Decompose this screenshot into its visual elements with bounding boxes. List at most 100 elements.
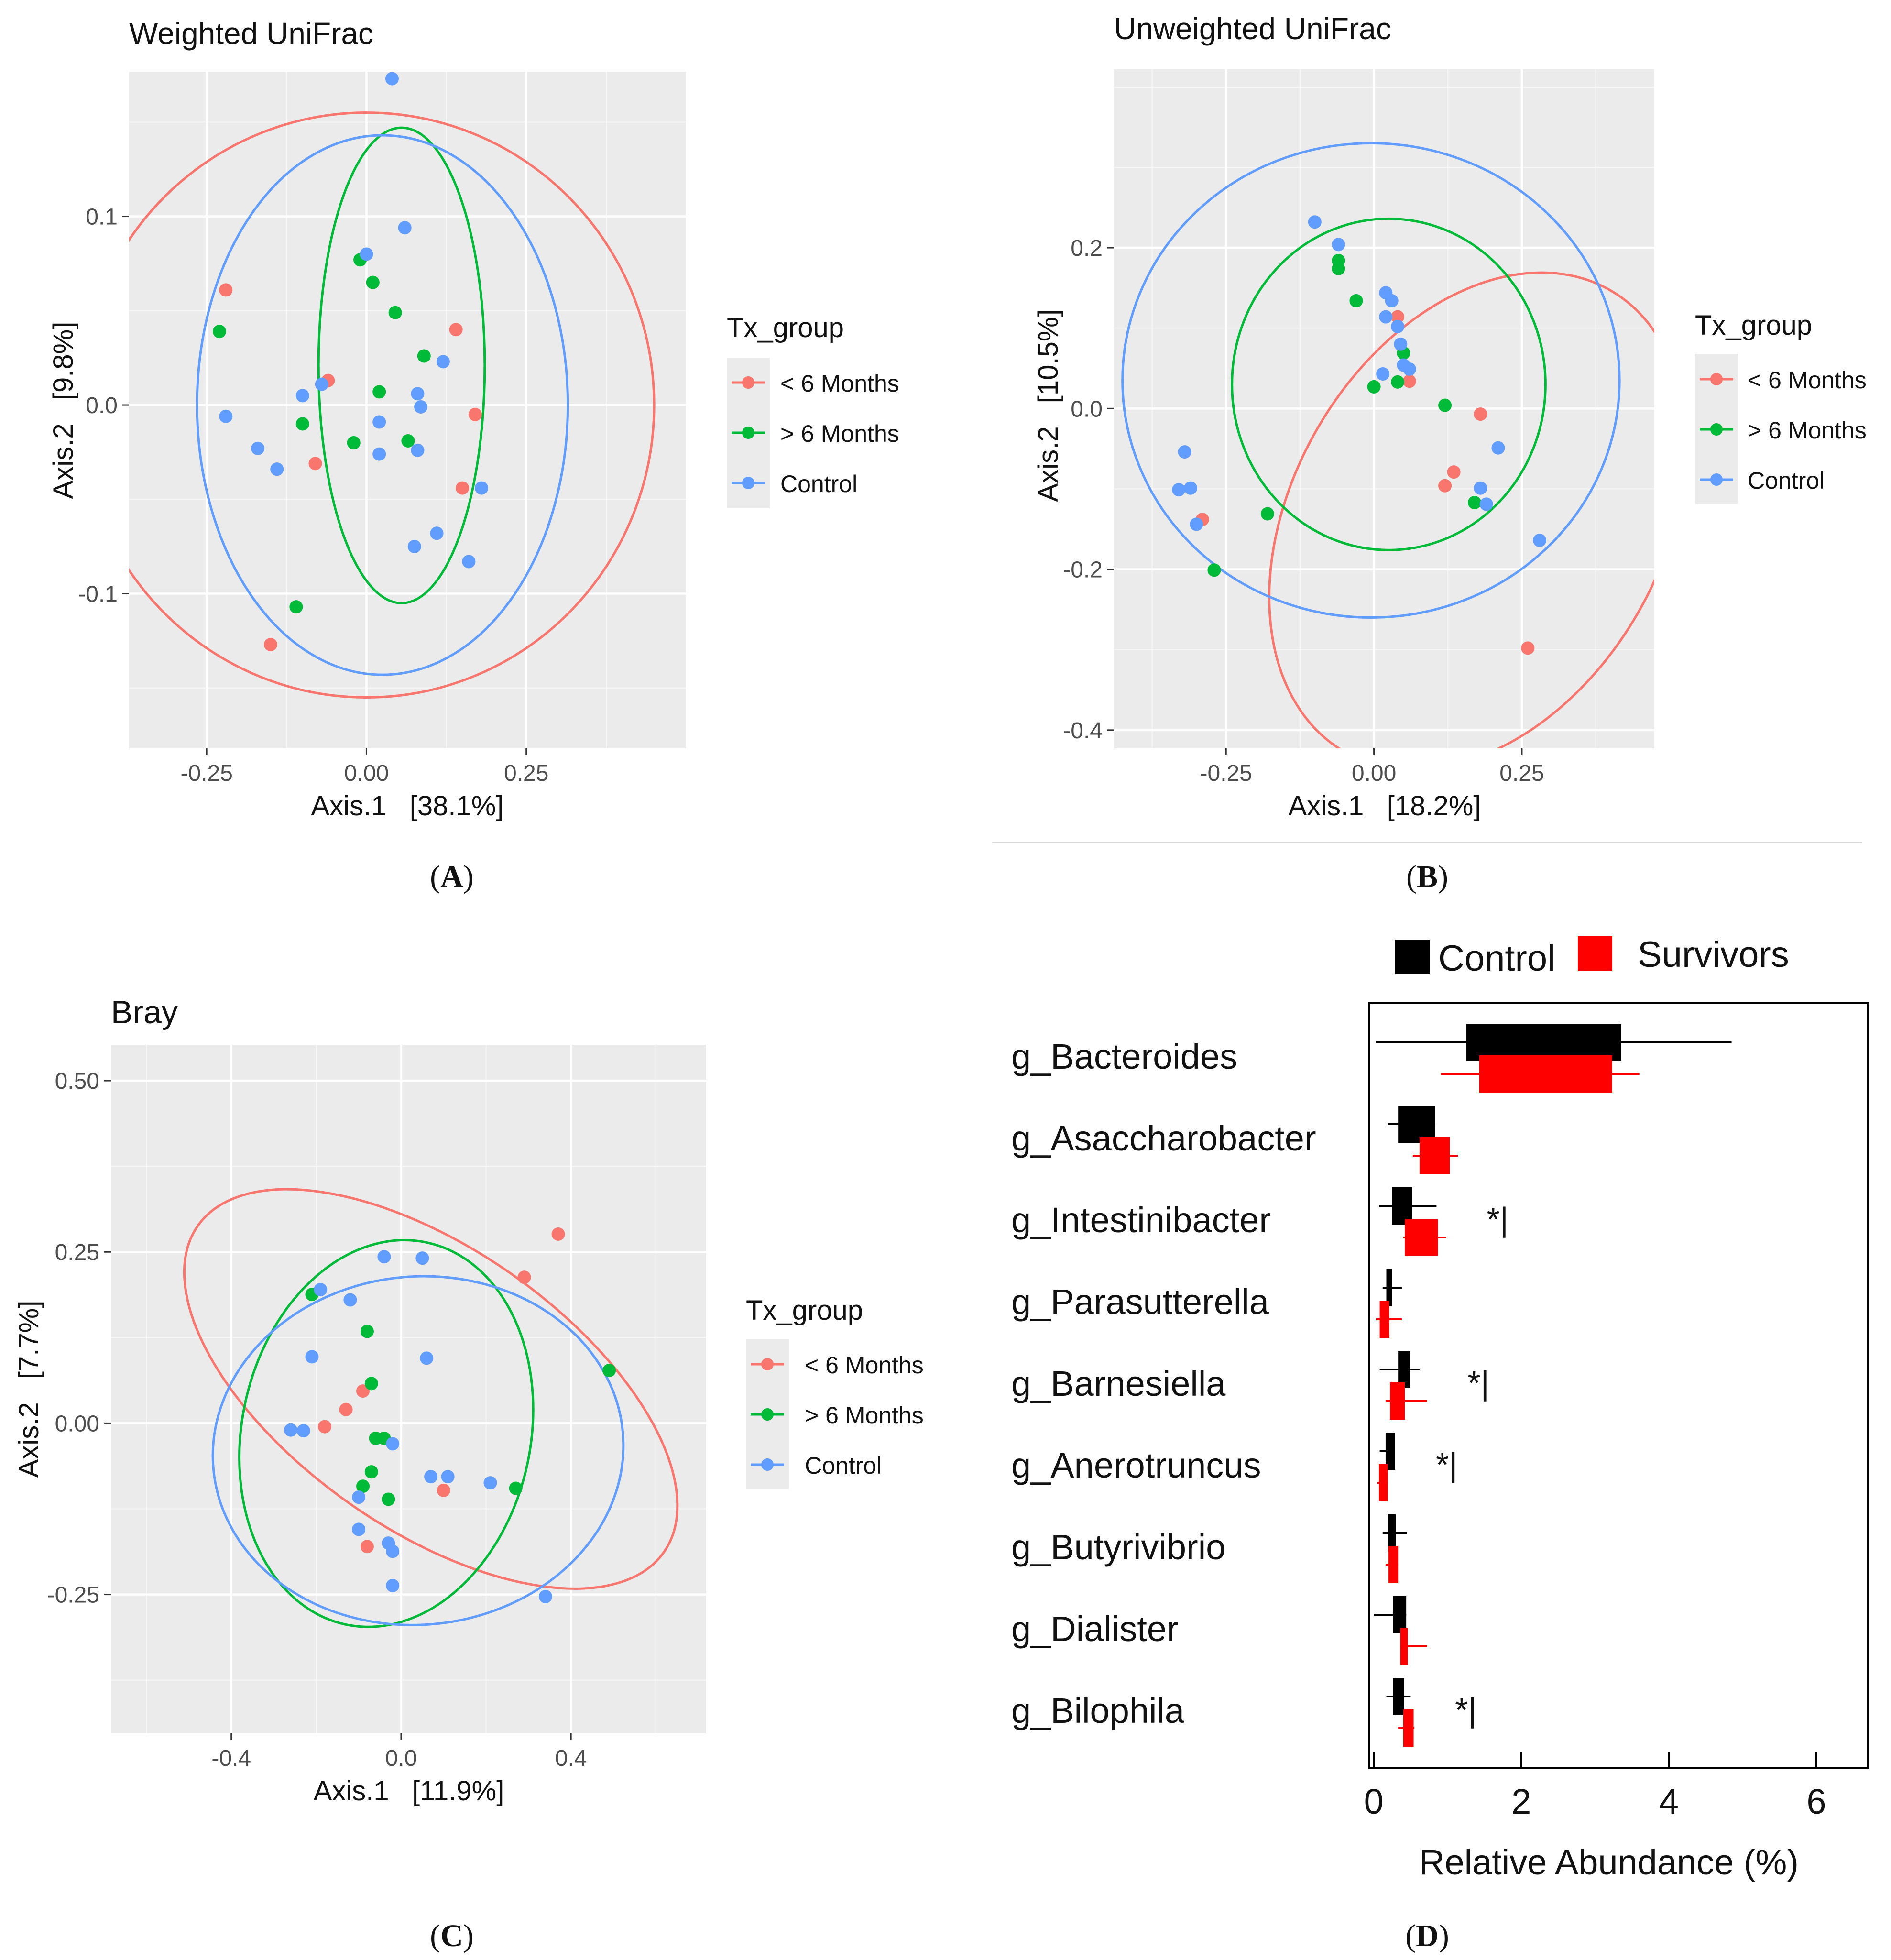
panel-c-legend-item-control: Control [805,1452,882,1479]
panel-a-point-control [315,377,328,391]
panel-c-point-control [441,1470,455,1484]
panel-d-significance-marker: *| [1467,1364,1489,1402]
panel-b-point-gt6 [1367,380,1381,394]
panel-c-legend: Tx_group < 6 Months > 6 Months Control [746,1295,924,1489]
panel-a-point-gt6 [388,306,402,319]
panel-b-point-control [1491,441,1505,455]
panel-a-point-control [398,221,412,235]
panel-b-legend-key-gt6 [1710,423,1723,436]
x-tick-label: 0.25 [504,761,548,786]
panel-a-point-lt6 [468,407,482,421]
panel-b-point-control [1183,481,1197,495]
panel-b-title: Unweighted UniFrac [1114,11,1391,46]
panel-a-ellipse-lt6 [129,111,656,699]
y-tick-label: -0.2 [1063,558,1103,583]
panel-a-point-control [251,441,265,455]
panel-c-plot-area [111,1045,706,1733]
panel-a-point-gt6 [372,385,386,399]
panel-d-category-label: g_Bacteroides [1011,1037,1237,1076]
panel-d-category-label: g_Bilophila [1011,1691,1185,1730]
panel-d-legend-swatch-survivors [1578,936,1612,971]
panel-c-point-control [538,1589,552,1603]
panel-c-ellipse-lt6 [183,1188,679,1590]
panel-d-x-axis-label: Relative Abundance (%) [1419,1842,1799,1882]
panel-b-point-control [1394,337,1408,351]
y-tick-label: -0.25 [47,1583,99,1608]
panel-b-point-gt6 [1438,398,1452,412]
panel-b: Unweighted UniFrac -0.25 0.00 0.25-0.4-0.2… [992,11,1867,894]
panel-c-point-control [386,1578,400,1592]
panel-a-point-control [462,555,476,569]
panel-d-legend-item-control: Control [1438,938,1555,979]
x-tick-label: 0.4 [555,1746,587,1771]
panel-a-point-lt6 [449,323,463,337]
panel-a-ellipse-gt6 [317,126,486,604]
panel-c-y-axis-label: Axis.2 [7.7%] [13,1301,44,1478]
panel-b-point-control [1190,517,1203,531]
panel-b-point-control [1332,238,1345,252]
panel-a-point-lt6 [308,457,322,471]
panel-d-bar-control [1388,1514,1396,1552]
panel-b-point-gt6 [1207,563,1221,577]
panel-b-y-axis-label: Axis.2 [10.5%] [1033,309,1064,502]
panel-a-point-control [411,387,425,401]
y-tick-label: -0.1 [78,582,118,607]
panel-d-category-label: g_Parasutterella [1011,1282,1269,1322]
panel-a-point-control [385,72,399,86]
panel-d-bar-control [1393,1678,1404,1715]
panel-a-ellipse-control [196,134,569,676]
panel-c-point-control [305,1350,319,1364]
panel-a-point-gt6 [289,600,303,614]
panel-b-point-control [1533,534,1547,547]
panel-b-point-control [1391,319,1405,333]
panel-a-point-control [407,539,421,553]
panel-b-ellipse-gt6 [1231,217,1547,551]
panel-a-x-axis-label: Axis.1 [38.1%] [311,790,504,821]
panel-b-point-control [1308,215,1322,229]
panel-c-point-control [296,1424,310,1438]
panel-b-ellipse-lt6 [1268,271,1654,748]
panel-c-legend-title: Tx_group [746,1295,863,1326]
x-tick-label: 0.0 [385,1746,417,1771]
panel-c-point-gt6 [360,1325,374,1338]
panel-a: Weighted UniFrac -0.25 0.00 0.25 -0.1 0.0 0.1… [48,16,899,894]
panel-b-point-lt6 [1521,641,1535,655]
panel-d-x-tick-label: 6 [1806,1782,1826,1821]
panel-b-point-lt6 [1438,479,1452,493]
panel-a-point-control [475,481,489,495]
panel-c-point-gt6 [382,1492,395,1506]
panel-c-legend-key-lt6 [761,1358,774,1370]
panel-a-point-gt6 [417,349,431,363]
panel-a-point-gt6 [401,434,415,448]
panel-a-legend-item-gt6: > 6 Months [780,420,899,447]
panel-c-point-control [352,1522,366,1536]
panel-a-title: Weighted UniFrac [129,16,373,51]
panel-c-point-control [420,1351,434,1365]
panel-a-point-gt6 [347,436,361,449]
panel-d-bar-control [1385,1433,1396,1470]
y-tick-label: 0.00 [55,1411,99,1436]
panel-c-point-lt6 [360,1540,374,1554]
panel-c-point-gt6 [356,1479,370,1493]
panel-d-label: (D) [1405,1918,1449,1953]
panel-d-bar-survivors [1405,1219,1438,1256]
panel-a-point-control [360,247,373,261]
panel-c-point-control [386,1544,400,1558]
panel-d-bar-survivors [1379,1464,1388,1501]
panel-c-point-control [386,1437,400,1451]
panel-c-marks [183,1188,679,1628]
panel-c-point-gt6 [364,1377,378,1391]
panel-c-point-control [424,1470,438,1484]
panel-c-point-lt6 [437,1483,450,1497]
panel-d-category-label: g_Butyrivibrio [1011,1527,1225,1567]
panel-b-point-control [1474,481,1487,495]
panel-d-x-tick-label: 0 [1364,1782,1384,1821]
panel-d-bar-control [1398,1351,1410,1388]
panel-a-point-control [372,447,386,461]
panel-b-point-gt6 [1260,507,1274,521]
x-tick-label: -0.4 [211,1746,251,1771]
panel-d-bar-survivors [1388,1546,1399,1583]
y-tick-label: 0.50 [55,1069,99,1094]
panel-a-point-lt6 [456,481,470,495]
